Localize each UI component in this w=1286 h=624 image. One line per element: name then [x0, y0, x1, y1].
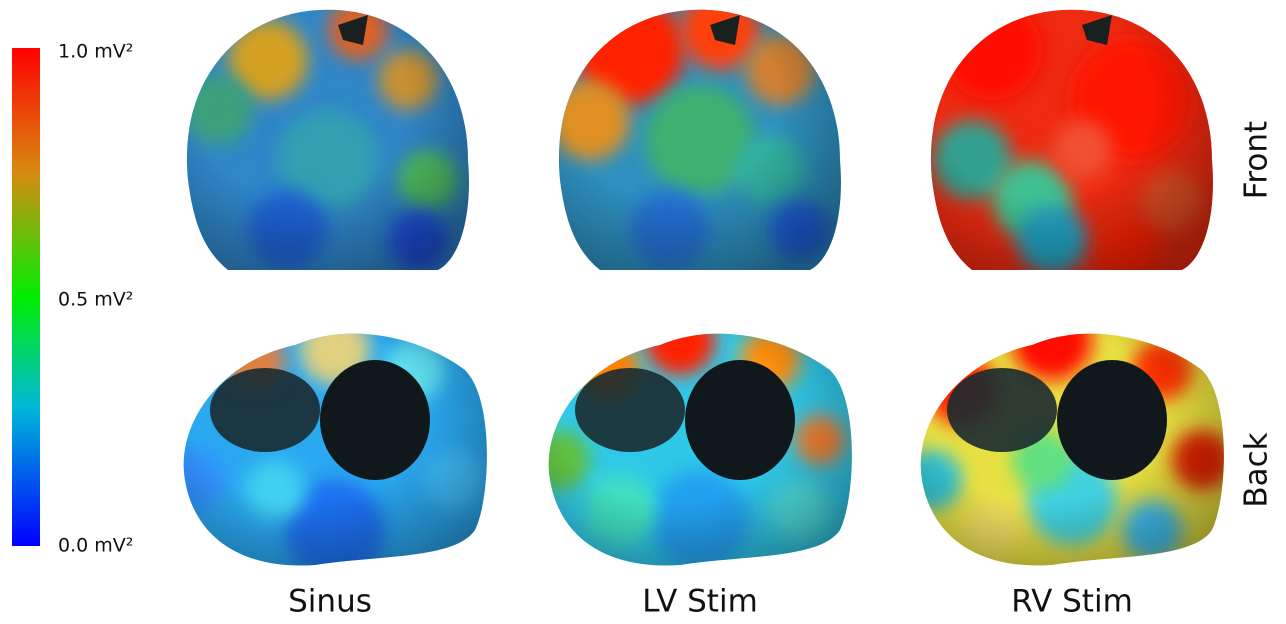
heart-back	[548, 333, 852, 566]
heart-map	[186, 9, 469, 270]
colorbar-label: 1.0 mV²	[58, 41, 133, 63]
heart-back	[183, 333, 487, 566]
heart-opening	[710, 15, 740, 45]
heart-front	[930, 9, 1213, 271]
column-label: RV Stim	[1011, 584, 1133, 620]
heart-back	[920, 333, 1224, 566]
heart-map	[558, 9, 841, 270]
heart-opening	[1057, 360, 1167, 480]
heart-opening	[210, 368, 320, 452]
heart-opening	[685, 360, 795, 480]
heart-front	[186, 9, 469, 271]
column-label: LV Stim	[642, 584, 758, 620]
row-label: Front	[1239, 121, 1275, 199]
heart-shading	[930, 9, 1213, 270]
heart-map	[183, 333, 487, 566]
heart-map	[930, 9, 1213, 271]
row-label: Back	[1239, 432, 1275, 507]
heart-opening	[575, 368, 685, 452]
colorbar-label: 0.5 mV²	[58, 289, 133, 311]
heart-shading	[186, 9, 469, 270]
heart-front	[558, 9, 841, 271]
heart-opening	[320, 360, 430, 480]
heart-opening	[1082, 15, 1112, 45]
colorbar	[12, 48, 40, 546]
column-label: Sinus	[288, 584, 372, 620]
heart-opening	[947, 368, 1057, 452]
heart-shading	[558, 9, 841, 270]
heart-opening	[338, 15, 368, 45]
colorbar-label: 0.0 mV²	[58, 535, 133, 557]
